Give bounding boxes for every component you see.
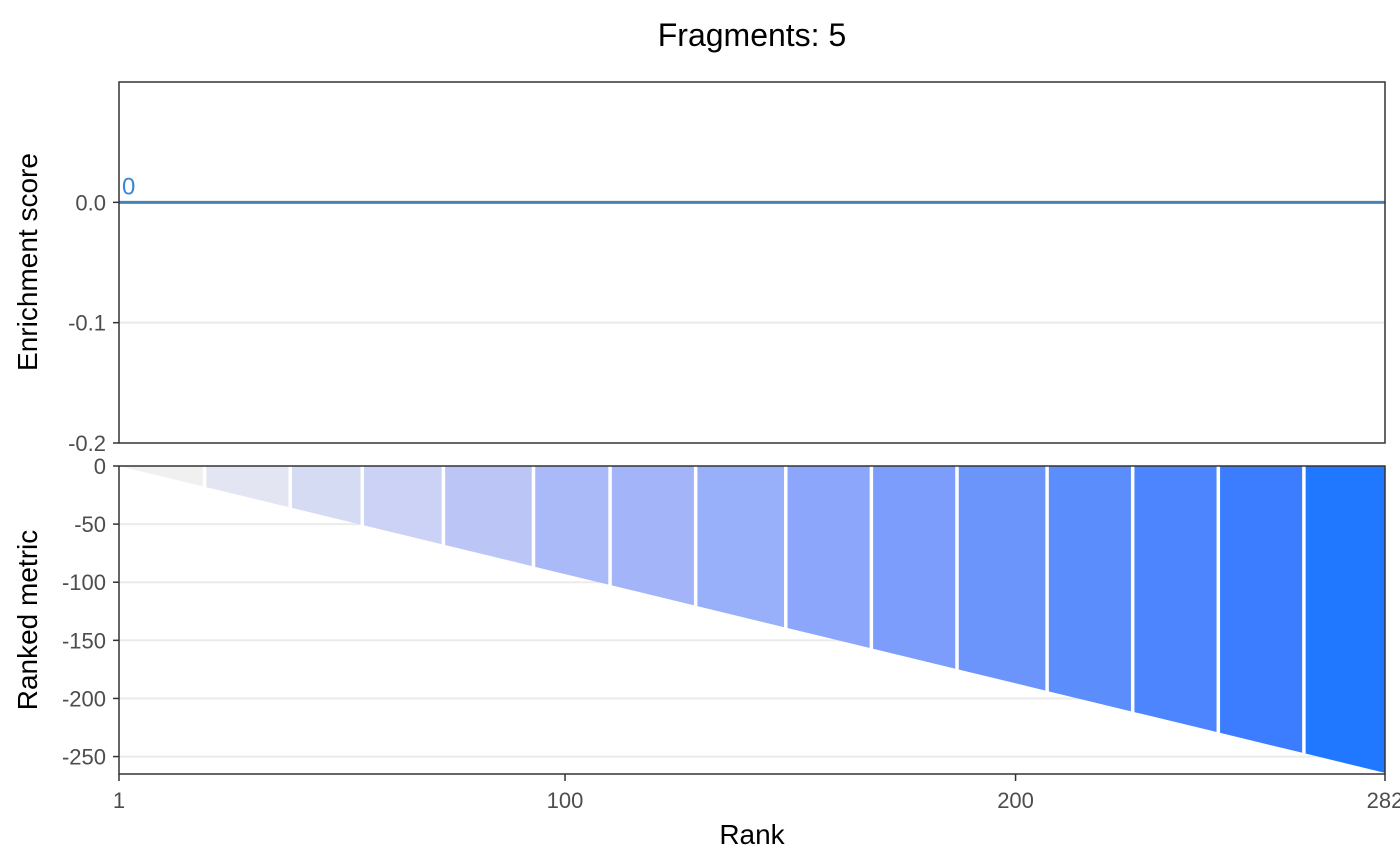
rank-x-tick-label: 282 [1367,788,1400,813]
ranked-metric-bin [362,466,444,545]
ranked-metric-bin [1218,466,1304,754]
ranked-metric-bin [290,466,363,525]
ranked-metric-bin [956,466,1048,691]
rm-y-tick-label: -50 [74,512,106,537]
ranked-metric-axis-title: Ranked metric [12,530,43,711]
rm-y-tick-label: 0 [94,454,106,479]
es-y-tick-label: 0.0 [75,190,106,215]
es-y-tick-label: -0.2 [68,431,106,456]
rank-x-tick-label: 100 [547,788,584,813]
ranked-metric-bin [533,466,611,586]
ranked-metric-bin [871,466,957,670]
rank-axis-title: Rank [719,819,785,850]
enrichment-score-panel: 0.0 -0.1 -0.2 0 [68,81,1386,456]
ranked-metric-bin [785,466,872,649]
ranked-metric-bin [204,466,291,508]
rm-y-tick-label: -150 [62,628,106,653]
ranked-metric-bin [610,466,696,606]
rm-y-tick-label: -100 [62,570,106,595]
max-enrichment-label: 0 [122,173,135,200]
ranked-metric-bin [443,466,534,567]
ranked-metric-bin [695,466,786,628]
es-panel-border [118,81,1386,444]
enrichment-score-axis-title: Enrichment score [12,153,43,371]
rm-y-tick-label: -250 [62,745,106,770]
rm-y-tick-label: -200 [62,686,106,711]
ranked-metric-bin [119,466,205,487]
ranked-metric-bin [1303,466,1385,773]
rank-x-tick-label: 200 [997,788,1034,813]
rm-panel-border [118,465,1386,775]
chart-title: Fragments: 5 [658,17,847,53]
rank-x-tick-label: 1 [113,788,125,813]
ranked-metric-bin [1132,466,1219,733]
ranked-metric-bin [1047,466,1133,712]
es-y-tick-label: -0.1 [68,311,106,336]
ranked-metric-panel: 0 -50 -100 -150 -200 -250 1 100 200 282 [62,454,1400,813]
